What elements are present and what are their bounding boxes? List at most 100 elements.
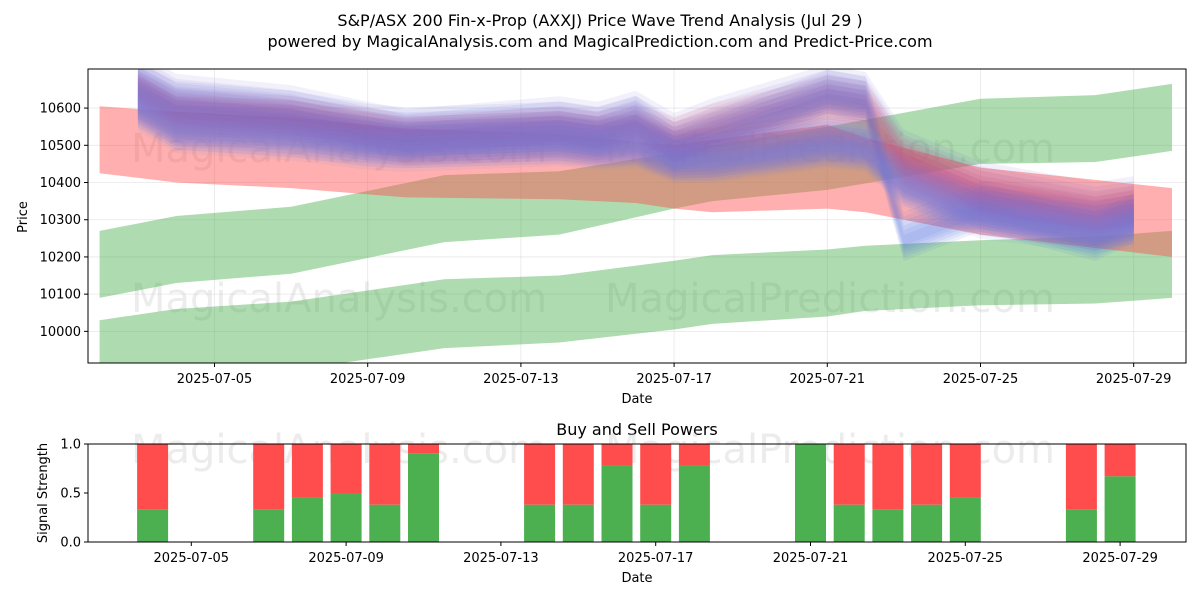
buy-sell-plot [137,444,1136,542]
price-y-axis: 10000 10100 10200 10300 10400 10500 10600 [40,102,88,340]
buy-power-bar [253,509,285,542]
wave-band [137,93,1134,227]
sell-power-bar [949,444,981,498]
wave-band [137,88,1134,237]
price-chart-gridlines [88,69,1186,363]
wave-band [137,69,1134,232]
wave-band [137,86,1134,251]
buy-power-bar [137,509,169,542]
wave-band [137,83,1134,240]
buy-sell-x-tick-label: 2025-07-17 [618,551,694,566]
sell-power-bar [291,444,323,498]
sell-power-bar [1065,444,1097,510]
buy-sell-y-tick-label: 0.5 [60,487,81,502]
buy-power-bar [601,465,633,542]
wave-band [137,96,1134,238]
wave-band [137,69,1134,222]
wave-band [137,69,1134,258]
buy-sell-y-tick-label: 0.0 [60,536,81,551]
buy-sell-title: Buy and Sell Powers [556,420,718,439]
wave-band [137,92,1134,235]
wave-band [137,79,1134,237]
wave-band [137,88,1134,231]
trend-band [99,230,1172,363]
wave-band [137,70,1134,243]
wave-band [137,91,1134,241]
sell-power-bar [562,444,594,505]
buy-power-bar [562,504,594,542]
buy-power-bar [291,497,323,542]
price-chart-frame [87,68,1187,364]
buy-sell-x-axis-label: Date [621,571,652,586]
watermark-text: MagicalPrediction.com [605,276,1055,322]
price-x-tick-label: 2025-07-09 [330,372,406,387]
sell-power-bar [601,444,633,466]
sell-power-bar [1104,444,1136,477]
wave-band [137,78,1134,243]
wave-band [137,81,1134,254]
sell-power-bar [330,444,362,493]
buy-power-bar [1065,509,1097,542]
price-chart-plot [99,69,1173,363]
chart-title: S&P/ASX 200 Fin-x-Prop (AXXJ) Price Wave… [337,11,862,30]
buy-power-bar [949,497,981,542]
sell-power-bar [253,444,285,510]
buy-power-bar [833,504,865,542]
buy-sell-y-axis-label: Signal Strength [36,443,51,543]
sell-power-bar [678,444,710,466]
wave-band [137,84,1134,234]
buy-sell-x-tick-label: 2025-07-25 [928,551,1004,566]
sell-power-bar [524,444,556,505]
sell-power-bar [911,444,943,505]
wave-band [137,82,1134,247]
wave-band [137,69,1134,226]
price-x-tick-label: 2025-07-17 [636,372,712,387]
buy-power-bar [640,504,672,542]
price-y-tick-label: 10600 [40,102,81,117]
wave-band [137,86,1134,246]
wave-band [137,95,1134,245]
trend-band [99,83,1173,298]
price-x-tick-label: 2025-07-29 [1096,372,1172,387]
price-y-tick-label: 10300 [40,213,81,228]
chart-subtitle: powered by MagicalAnalysis.com and Magic… [267,32,932,51]
price-y-tick-label: 10200 [40,250,81,265]
buy-sell-x-tick-label: 2025-07-05 [154,551,230,566]
buy-sell-x-tick-label: 2025-07-29 [1082,551,1158,566]
wave-band [137,69,1134,228]
watermark-text: MagicalPrediction.com [605,427,1055,473]
wave-band [137,72,1134,255]
sell-power-bar [640,444,672,505]
buy-power-bar [795,444,826,542]
buy-sell-y-axis: 0.0 0.5 1.0 [60,438,88,551]
buy-sell-y-tick-label: 1.0 [60,438,81,453]
price-x-axis-label: Date [621,392,652,407]
price-x-tick-label: 2025-07-21 [790,372,866,387]
watermark-text: MagicalAnalysis.com [131,276,547,322]
watermark-text: MagicalPrediction.com [605,126,1055,172]
buy-sell-x-tick-label: 2025-07-21 [773,551,849,566]
sell-power-bar [408,444,439,454]
price-y-axis-label: Price [16,201,31,233]
wave-band [137,97,1134,231]
buy-sell-x-axis: 2025-07-05 2025-07-09 2025-07-13 2025-07-17… [154,542,1158,566]
price-x-tick-label: 2025-07-05 [177,372,253,387]
buy-power-bar [408,453,439,542]
buy-sell-x-tick-label: 2025-07-13 [463,551,539,566]
buy-power-bar [872,509,904,542]
wave-band [137,75,1134,240]
buy-power-bar [524,504,556,542]
wave-band [137,81,1134,249]
wave-band [137,77,1134,250]
wave-band [137,90,1134,248]
wave-band [137,77,1134,252]
buy-power-bar [330,493,362,542]
price-x-tick-label: 2025-07-13 [483,372,559,387]
sell-power-bar [137,444,169,510]
price-y-tick-label: 10400 [40,176,81,191]
price-chart-watermarks: MagicalAnalysis.com MagicalPrediction.com… [131,126,1055,322]
sell-power-bar [833,444,865,505]
trend-band [99,106,1173,257]
price-x-tick-label: 2025-07-25 [943,372,1019,387]
